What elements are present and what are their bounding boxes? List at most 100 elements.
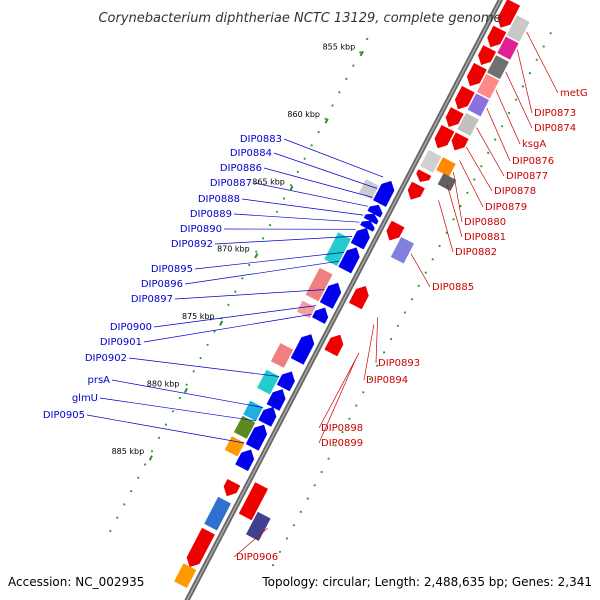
gene-label-reverse: DIP0887 [210, 178, 252, 189]
kbp-label: 875 kbp [182, 312, 215, 321]
gene-label-forward: DIP0906 [236, 552, 278, 563]
leader-line [174, 289, 325, 300]
gene-label-reverse: prsA [87, 375, 110, 386]
backbone-highlight [186, 0, 502, 600]
gene-feature [420, 149, 442, 173]
gc-dot-tracks [109, 32, 552, 567]
gc-dot [313, 484, 316, 487]
gc-dot [487, 151, 490, 154]
gene-feature [233, 415, 256, 439]
gc-dot [452, 218, 455, 221]
gc-dot [299, 510, 302, 513]
gc-dot [123, 503, 126, 506]
gc-dot [410, 298, 413, 301]
gc-dot [206, 343, 209, 346]
gc-dot [248, 263, 251, 267]
gc-dot [282, 197, 285, 200]
leader-line [318, 359, 356, 444]
gene-feature [367, 204, 383, 218]
leader-line [128, 357, 280, 377]
gc-dot [234, 290, 237, 293]
genome-backbone [184, 0, 504, 600]
kbp-tick [289, 185, 294, 192]
gc-dot [292, 524, 295, 527]
gc-dot [199, 357, 202, 360]
gc-dot [310, 144, 313, 147]
leader-line [453, 171, 463, 223]
gene-feature [235, 449, 255, 472]
gene-feature [457, 112, 479, 136]
gene-feature [319, 282, 342, 309]
gc-dot [396, 324, 400, 327]
gene-feature [238, 482, 269, 521]
leader-line [233, 213, 360, 223]
gc-dot [542, 45, 545, 48]
gene-feature [506, 15, 530, 42]
gc-dot [424, 271, 427, 274]
leader-line [446, 184, 463, 238]
leader-line [375, 317, 378, 364]
gene-feature [186, 527, 215, 568]
gc-dot [355, 404, 358, 407]
gc-dot [137, 476, 140, 479]
gene-feature [276, 371, 295, 392]
leader-line [476, 127, 505, 177]
gene-feature [445, 107, 464, 128]
gene-label-reverse: DIP0889 [190, 209, 232, 220]
map-title: Corynebacterium diphtheriae NCTC 13129, … [98, 11, 501, 26]
gc-dot [278, 550, 282, 553]
gene-features [174, 0, 530, 589]
gc-dot [345, 77, 348, 80]
gc-dot [352, 64, 355, 67]
gc-dot [338, 91, 341, 94]
gc-dot [514, 98, 518, 101]
gene-label-forward: DIP0898 [321, 423, 363, 434]
gc-dot [376, 364, 379, 367]
leader-line [86, 414, 245, 444]
leader-line [495, 90, 521, 145]
gc-dot [275, 210, 279, 213]
kbp-label: 880 kbp [147, 380, 180, 389]
gc-dot [507, 111, 511, 115]
gene-label-forward: DIP0885 [432, 282, 474, 293]
gene-label-forward: DIP0876 [512, 156, 554, 167]
gene-feature [350, 227, 370, 250]
gene-label-forward: DIP0873 [534, 108, 576, 119]
leader-line [273, 152, 378, 189]
gc-dot [334, 444, 337, 447]
gene-label-reverse: DIP0884 [230, 148, 272, 159]
gc-dot [521, 85, 525, 88]
kbp-label: 885 kbp [112, 447, 145, 456]
gc-dot [362, 391, 365, 394]
gene-feature [270, 343, 294, 368]
gc-dot [157, 436, 161, 439]
gc-dot [341, 431, 344, 434]
leader-line [363, 324, 375, 381]
gc-dot [324, 117, 327, 120]
gc-dot [285, 537, 288, 540]
leader-line [318, 352, 360, 429]
gene-feature [174, 563, 197, 589]
gene-feature [416, 169, 432, 182]
gc-dot [528, 72, 532, 75]
gc-dot [494, 138, 497, 141]
gene-label-forward: DIP0894 [366, 375, 408, 386]
gene-label-forward: DIP0874 [534, 123, 576, 134]
label-leader-lines [86, 31, 559, 558]
gene-feature [245, 424, 268, 451]
gene-label-reverse: DIP0895 [151, 264, 193, 275]
gc-dot [459, 205, 462, 208]
gene-label-reverse: DIP0886 [220, 163, 262, 174]
gene-feature [360, 220, 375, 232]
gc-dot [185, 383, 188, 386]
gc-dot [549, 32, 552, 35]
gene-label-forward: metG [560, 88, 588, 99]
gc-dot [303, 157, 306, 160]
gc-dot [466, 191, 469, 194]
gene-label-reverse: DIP0892 [171, 239, 213, 250]
gene-feature [257, 369, 280, 395]
gc-dot [227, 303, 230, 306]
gc-dot [366, 37, 369, 41]
gene-label-forward: ksgA [522, 139, 546, 150]
